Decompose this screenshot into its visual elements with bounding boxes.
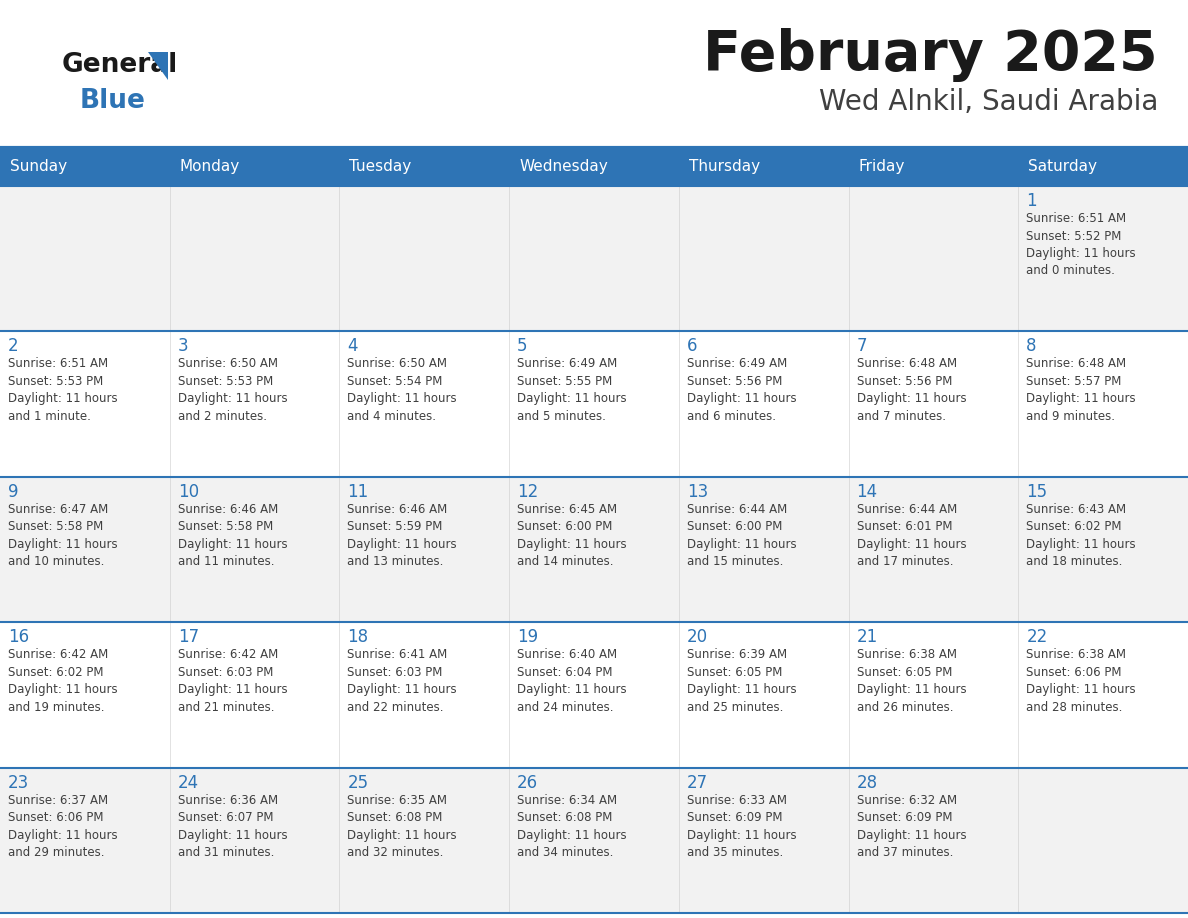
Text: Sunrise: 6:38 AM
Sunset: 6:06 PM
Daylight: 11 hours
and 28 minutes.: Sunrise: 6:38 AM Sunset: 6:06 PM Dayligh… — [1026, 648, 1136, 713]
Text: Sunrise: 6:42 AM
Sunset: 6:02 PM
Daylight: 11 hours
and 19 minutes.: Sunrise: 6:42 AM Sunset: 6:02 PM Dayligh… — [8, 648, 118, 713]
Text: 21: 21 — [857, 628, 878, 646]
Text: 6: 6 — [687, 338, 697, 355]
Text: 17: 17 — [178, 628, 198, 646]
Bar — [1018, 148, 1188, 186]
Text: Sunrise: 6:39 AM
Sunset: 6:05 PM
Daylight: 11 hours
and 25 minutes.: Sunrise: 6:39 AM Sunset: 6:05 PM Dayligh… — [687, 648, 796, 713]
Text: Blue: Blue — [80, 88, 146, 114]
Text: Sunday: Sunday — [10, 160, 68, 174]
Text: Sunrise: 6:33 AM
Sunset: 6:09 PM
Daylight: 11 hours
and 35 minutes.: Sunrise: 6:33 AM Sunset: 6:09 PM Dayligh… — [687, 793, 796, 859]
Text: 9: 9 — [8, 483, 19, 501]
Bar — [340, 148, 510, 186]
Text: 11: 11 — [347, 483, 368, 501]
Text: Sunrise: 6:49 AM
Sunset: 5:55 PM
Daylight: 11 hours
and 5 minutes.: Sunrise: 6:49 AM Sunset: 5:55 PM Dayligh… — [517, 357, 627, 423]
Text: 18: 18 — [347, 628, 368, 646]
Text: 1: 1 — [1026, 192, 1037, 210]
Text: Tuesday: Tuesday — [349, 160, 412, 174]
Text: 19: 19 — [517, 628, 538, 646]
Text: 7: 7 — [857, 338, 867, 355]
Text: Sunrise: 6:42 AM
Sunset: 6:03 PM
Daylight: 11 hours
and 21 minutes.: Sunrise: 6:42 AM Sunset: 6:03 PM Dayligh… — [178, 648, 287, 713]
Text: Sunrise: 6:38 AM
Sunset: 6:05 PM
Daylight: 11 hours
and 26 minutes.: Sunrise: 6:38 AM Sunset: 6:05 PM Dayligh… — [857, 648, 966, 713]
Text: Thursday: Thursday — [689, 160, 760, 174]
Text: 28: 28 — [857, 774, 878, 791]
Bar — [510, 148, 678, 186]
Text: Sunrise: 6:35 AM
Sunset: 6:08 PM
Daylight: 11 hours
and 32 minutes.: Sunrise: 6:35 AM Sunset: 6:08 PM Dayligh… — [347, 793, 457, 859]
Text: Sunrise: 6:43 AM
Sunset: 6:02 PM
Daylight: 11 hours
and 18 minutes.: Sunrise: 6:43 AM Sunset: 6:02 PM Dayligh… — [1026, 503, 1136, 568]
Text: February 2025: February 2025 — [703, 28, 1158, 82]
Text: Sunrise: 6:34 AM
Sunset: 6:08 PM
Daylight: 11 hours
and 34 minutes.: Sunrise: 6:34 AM Sunset: 6:08 PM Dayligh… — [517, 793, 627, 859]
Text: 8: 8 — [1026, 338, 1037, 355]
Text: Sunrise: 6:45 AM
Sunset: 6:00 PM
Daylight: 11 hours
and 14 minutes.: Sunrise: 6:45 AM Sunset: 6:00 PM Dayligh… — [517, 503, 627, 568]
Text: Sunrise: 6:46 AM
Sunset: 5:59 PM
Daylight: 11 hours
and 13 minutes.: Sunrise: 6:46 AM Sunset: 5:59 PM Dayligh… — [347, 503, 457, 568]
Text: 16: 16 — [8, 628, 30, 646]
Text: 10: 10 — [178, 483, 198, 501]
Text: Saturday: Saturday — [1029, 160, 1098, 174]
Text: Sunrise: 6:44 AM
Sunset: 6:00 PM
Daylight: 11 hours
and 15 minutes.: Sunrise: 6:44 AM Sunset: 6:00 PM Dayligh… — [687, 503, 796, 568]
Text: Sunrise: 6:41 AM
Sunset: 6:03 PM
Daylight: 11 hours
and 22 minutes.: Sunrise: 6:41 AM Sunset: 6:03 PM Dayligh… — [347, 648, 457, 713]
Text: Sunrise: 6:48 AM
Sunset: 5:57 PM
Daylight: 11 hours
and 9 minutes.: Sunrise: 6:48 AM Sunset: 5:57 PM Dayligh… — [1026, 357, 1136, 423]
Text: Sunrise: 6:37 AM
Sunset: 6:06 PM
Daylight: 11 hours
and 29 minutes.: Sunrise: 6:37 AM Sunset: 6:06 PM Dayligh… — [8, 793, 118, 859]
Text: Friday: Friday — [859, 160, 905, 174]
Text: Sunrise: 6:50 AM
Sunset: 5:53 PM
Daylight: 11 hours
and 2 minutes.: Sunrise: 6:50 AM Sunset: 5:53 PM Dayligh… — [178, 357, 287, 423]
Text: 12: 12 — [517, 483, 538, 501]
Text: Wednesday: Wednesday — [519, 160, 608, 174]
Text: 22: 22 — [1026, 628, 1048, 646]
Text: 23: 23 — [8, 774, 30, 791]
Text: Wed Alnkil, Saudi Arabia: Wed Alnkil, Saudi Arabia — [819, 88, 1158, 116]
Text: 20: 20 — [687, 628, 708, 646]
Text: Sunrise: 6:47 AM
Sunset: 5:58 PM
Daylight: 11 hours
and 10 minutes.: Sunrise: 6:47 AM Sunset: 5:58 PM Dayligh… — [8, 503, 118, 568]
Text: Sunrise: 6:51 AM
Sunset: 5:53 PM
Daylight: 11 hours
and 1 minute.: Sunrise: 6:51 AM Sunset: 5:53 PM Dayligh… — [8, 357, 118, 423]
Text: 24: 24 — [178, 774, 198, 791]
Text: 4: 4 — [347, 338, 358, 355]
Text: Sunrise: 6:44 AM
Sunset: 6:01 PM
Daylight: 11 hours
and 17 minutes.: Sunrise: 6:44 AM Sunset: 6:01 PM Dayligh… — [857, 503, 966, 568]
Bar — [0, 767, 1188, 913]
Bar — [848, 148, 1018, 186]
Bar — [0, 622, 1188, 767]
Bar — [0, 186, 1188, 331]
Text: 14: 14 — [857, 483, 878, 501]
Text: Sunrise: 6:46 AM
Sunset: 5:58 PM
Daylight: 11 hours
and 11 minutes.: Sunrise: 6:46 AM Sunset: 5:58 PM Dayligh… — [178, 503, 287, 568]
Text: 26: 26 — [517, 774, 538, 791]
Text: Sunrise: 6:51 AM
Sunset: 5:52 PM
Daylight: 11 hours
and 0 minutes.: Sunrise: 6:51 AM Sunset: 5:52 PM Dayligh… — [1026, 212, 1136, 277]
Bar — [170, 148, 340, 186]
Bar — [678, 148, 848, 186]
Text: Sunrise: 6:36 AM
Sunset: 6:07 PM
Daylight: 11 hours
and 31 minutes.: Sunrise: 6:36 AM Sunset: 6:07 PM Dayligh… — [178, 793, 287, 859]
Text: Sunrise: 6:40 AM
Sunset: 6:04 PM
Daylight: 11 hours
and 24 minutes.: Sunrise: 6:40 AM Sunset: 6:04 PM Dayligh… — [517, 648, 627, 713]
Text: 25: 25 — [347, 774, 368, 791]
Bar — [0, 148, 170, 186]
Text: General: General — [62, 52, 178, 78]
Text: 2: 2 — [8, 338, 19, 355]
Text: Sunrise: 6:50 AM
Sunset: 5:54 PM
Daylight: 11 hours
and 4 minutes.: Sunrise: 6:50 AM Sunset: 5:54 PM Dayligh… — [347, 357, 457, 423]
Text: 15: 15 — [1026, 483, 1048, 501]
Text: 5: 5 — [517, 338, 527, 355]
Text: Sunrise: 6:32 AM
Sunset: 6:09 PM
Daylight: 11 hours
and 37 minutes.: Sunrise: 6:32 AM Sunset: 6:09 PM Dayligh… — [857, 793, 966, 859]
Polygon shape — [148, 52, 168, 80]
Text: 27: 27 — [687, 774, 708, 791]
Text: Sunrise: 6:48 AM
Sunset: 5:56 PM
Daylight: 11 hours
and 7 minutes.: Sunrise: 6:48 AM Sunset: 5:56 PM Dayligh… — [857, 357, 966, 423]
Bar — [0, 476, 1188, 622]
Text: 3: 3 — [178, 338, 189, 355]
Text: Monday: Monday — [179, 160, 240, 174]
Text: Sunrise: 6:49 AM
Sunset: 5:56 PM
Daylight: 11 hours
and 6 minutes.: Sunrise: 6:49 AM Sunset: 5:56 PM Dayligh… — [687, 357, 796, 423]
Text: 13: 13 — [687, 483, 708, 501]
Bar — [0, 331, 1188, 476]
